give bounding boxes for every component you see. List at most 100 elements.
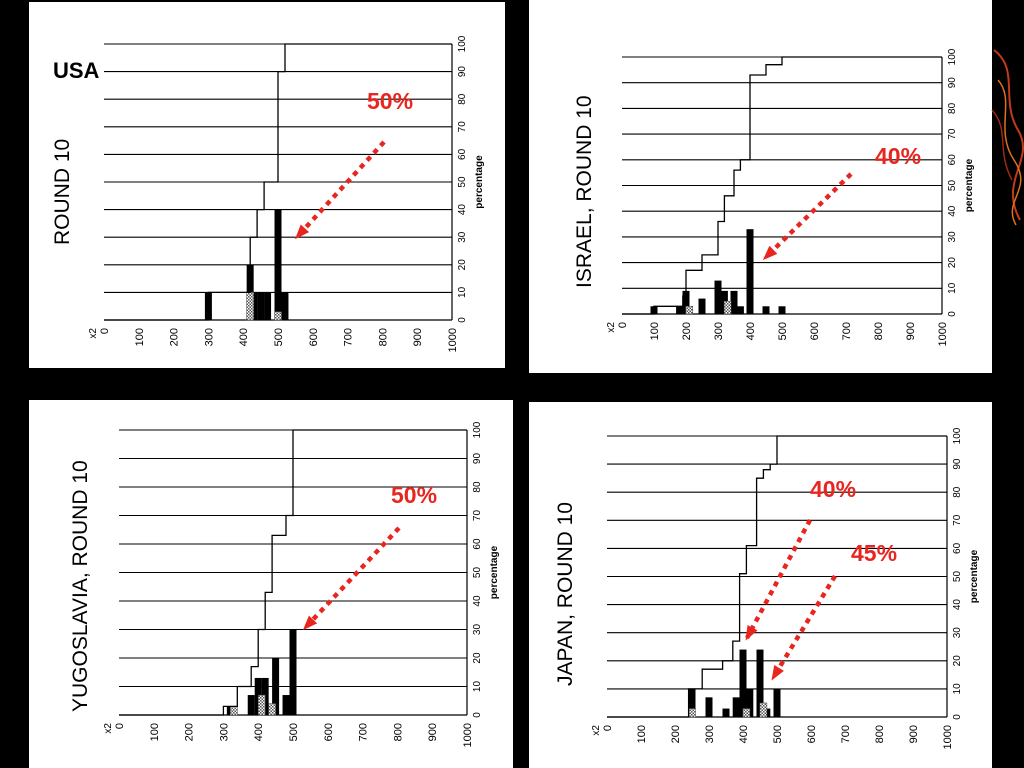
chart-israel-bar: [676, 306, 684, 314]
chart-yugoslavia-ytick-label: 10: [472, 681, 483, 693]
chart-japan-svg: 0 10 20 30 40 50 60 70 80 90 100 percentage 0 100 200 3…: [591, 427, 980, 749]
chart-usa-ytick-label: 30: [457, 231, 468, 243]
chart-usa-bar: [274, 209, 282, 320]
chart-japan-annotation-0: 40%: [810, 476, 857, 502]
chart-yugoslavia-hatched-bar: [268, 703, 276, 716]
chart-japan-bar: [688, 688, 696, 717]
chart-usa-ytick-label: 10: [457, 286, 468, 298]
chart-panel-usa: 0 10 20 30 40 50 60 70 80 90 100 percentage 0 100 200 3…: [29, 2, 505, 368]
chart-yugoslavia-xtick-label: 300: [218, 723, 230, 741]
chart-yugoslavia-ytick-label: 20: [472, 652, 483, 664]
chart-japan-ytick-label: 100: [952, 427, 963, 444]
chart-usa-ytick-label: 100: [457, 35, 468, 52]
chart-japan-cumulative-line: [607, 435, 947, 718]
chart-israel-bar: [778, 306, 786, 314]
chart-israel-ytick-label: 0: [947, 311, 958, 317]
chart-israel-bar: [762, 306, 770, 314]
chart-usa-xtick-label: 700: [343, 328, 355, 346]
chart-usa-arrowhead-0: [294, 224, 310, 240]
chart-yugoslavia-ytick-label: 0: [472, 712, 483, 718]
chart-japan-ytick-label: 30: [952, 627, 963, 639]
chart-yugoslavia-annotation-0: 50%: [391, 482, 438, 508]
chart-israel-xtick-label: 1000: [937, 322, 949, 346]
chart-japan-ytick-label: 50: [952, 571, 963, 583]
chart-japan-bar: [773, 688, 781, 717]
chart-japan-title: JAPAN, ROUND 10: [554, 502, 577, 686]
chart-japan-bar: [722, 708, 730, 717]
chart-usa-xtick-label: 1000: [447, 328, 459, 352]
chart-usa-xtick-label: 900: [412, 328, 424, 346]
chart-yugoslavia-title: YUGOSLAVIA, ROUND 10: [69, 460, 92, 712]
chart-israel-hatched-bar: [723, 300, 732, 315]
chart-usa-ytick-label: 60: [457, 148, 468, 160]
chart-japan-xtick-label: 400: [738, 725, 750, 743]
chart-israel-ytick-label: 90: [947, 77, 958, 89]
chart-yugoslavia-xtick-label: 1000: [462, 723, 474, 747]
chart-yugoslavia-bar: [282, 695, 290, 715]
chart-japan-xtick-label: 700: [840, 725, 852, 743]
chart-japan-bar: [732, 697, 740, 717]
chart-yugoslavia-xtick-label: 0: [114, 723, 126, 729]
chart-israel-xtick-label: 0: [617, 322, 629, 328]
chart-usa-arrow-0: [295, 140, 386, 239]
decorative-swirl-icon: [991, 49, 1024, 226]
chart-yugoslavia-arrow-0: [303, 526, 401, 630]
chart-yugoslavia-xtick-label: 700: [358, 723, 370, 741]
chart-yugoslavia-ytick-label: 30: [472, 624, 483, 636]
chart-japan-hatched-bar: [742, 708, 751, 718]
chart-israel-ylabel: percentage: [964, 158, 975, 212]
chart-israel-bar: [730, 290, 738, 314]
chart-japan-ytick-label: 40: [952, 599, 963, 611]
chart-israel-ytick-label: 70: [947, 128, 958, 140]
chart-usa-corner-label: USA: [53, 58, 100, 83]
chart-japan-xtick-label: 600: [806, 725, 818, 743]
chart-yugoslavia-xtick-label: 800: [392, 723, 404, 741]
chart-yugoslavia-ytick-label: 100: [472, 421, 483, 438]
chart-usa-hatched-bar: [274, 311, 282, 321]
chart-yugoslavia-xtick-label: 200: [184, 723, 196, 741]
chart-usa-bar: [281, 292, 289, 320]
chart-israel-xtick-label: 400: [745, 322, 757, 340]
chart-israel-hatched-bar: [685, 306, 693, 315]
chart-japan-bar: [705, 697, 713, 717]
chart-japan-xtick-label: 900: [908, 725, 920, 743]
chart-yugoslavia-xtick-label: 900: [427, 723, 439, 741]
chart-israel-xtick-label: 600: [809, 322, 821, 340]
chart-israel-xtick-label: 700: [841, 322, 853, 340]
chart-japan-ytick-label: 10: [952, 683, 963, 695]
chart-japan-arrow-1: [771, 574, 837, 680]
chart-usa-xtick-prefix: x2: [88, 328, 99, 339]
chart-yugoslavia-svg: 0 10 20 30 40 50 60 70 80 90 100 percentage 0 100 200 3…: [103, 421, 500, 747]
chart-usa-ytick-label: 0: [457, 317, 468, 323]
chart-israel-xtick-label: 800: [873, 322, 885, 340]
chart-usa-ylabel: percentage: [474, 155, 485, 209]
chart-usa-xtick-label: 400: [238, 328, 250, 346]
chart-israel-ytick-label: 80: [947, 102, 958, 114]
chart-israel-bar: [736, 306, 744, 314]
chart-usa-xtick-label: 500: [273, 328, 285, 346]
chart-japan-ytick-label: 80: [952, 486, 963, 498]
chart-usa-cumulative-line: [104, 43, 452, 321]
chart-israel-xtick-prefix: x2: [606, 322, 617, 333]
chart-israel-bar: [714, 280, 722, 314]
chart-japan-xtick-label: 300: [704, 725, 716, 743]
chart-japan-xtick-label: 500: [772, 725, 784, 743]
chart-israel-title: ISRAEL, ROUND 10: [573, 95, 596, 288]
chart-yugoslavia-xtick-label: 400: [253, 723, 265, 741]
chart-israel-ytick-label: 30: [947, 231, 958, 243]
chart-usa-hatched-bar: [246, 292, 254, 321]
chart-japan-ytick-label: 90: [952, 458, 963, 470]
chart-israel-ytick-label: 60: [947, 154, 958, 166]
chart-yugoslavia-ytick-label: 50: [472, 567, 483, 579]
chart-usa-ytick-label: 40: [457, 204, 468, 216]
chart-japan-arrowhead-0: [745, 625, 758, 641]
chart-israel-xtick-label: 200: [681, 322, 693, 340]
chart-israel-ytick-label: 50: [947, 180, 958, 192]
chart-japan-ytick-label: 60: [952, 542, 963, 554]
chart-israel-bar: [698, 298, 706, 314]
chart-yugoslavia-bar: [247, 695, 255, 715]
chart-usa-ytick-label: 90: [457, 66, 468, 78]
chart-japan-arrow-0: [745, 518, 812, 640]
chart-usa-xtick-label: 0: [99, 328, 111, 334]
chart-usa-bar: [264, 292, 272, 320]
